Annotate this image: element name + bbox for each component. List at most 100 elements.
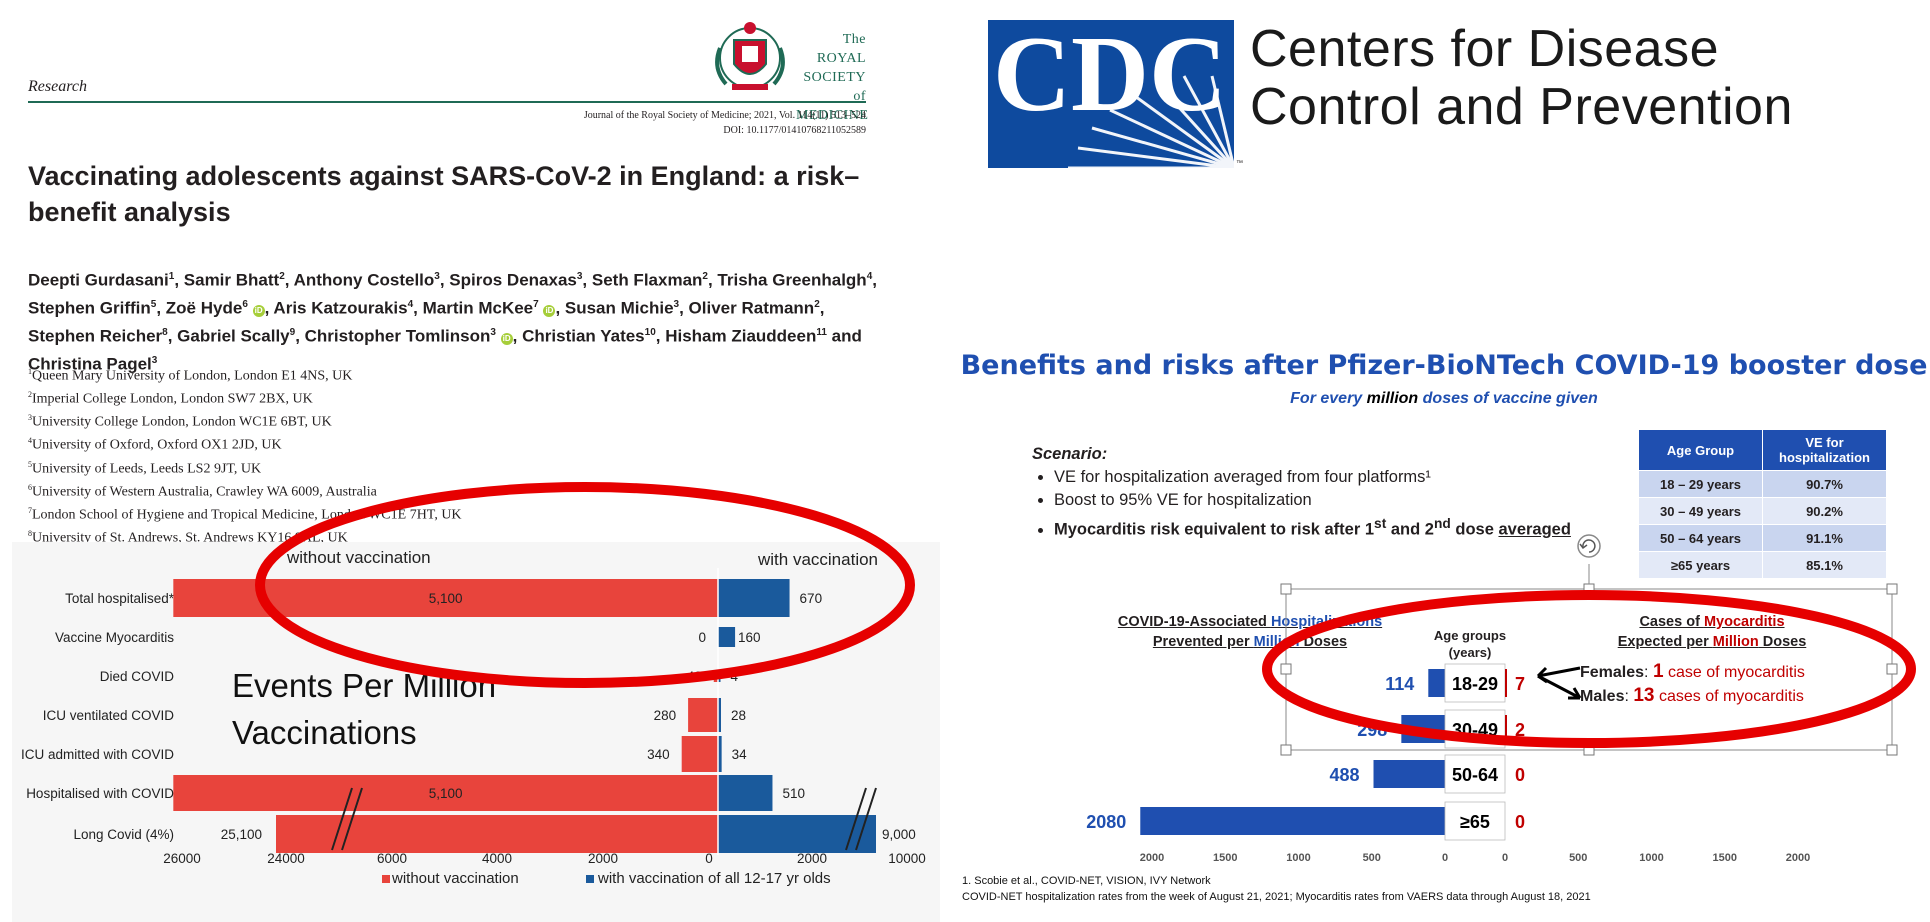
- data-label-without: 5,100: [429, 786, 463, 801]
- myocarditis-value: 2: [1515, 720, 1525, 740]
- data-label-with: 670: [800, 591, 823, 606]
- affiliation-number: 3: [28, 413, 32, 423]
- paper-panel: The ROYAL SOCIETY of MEDICINE Research J…: [0, 0, 940, 922]
- category-label: Died COVID: [100, 669, 175, 684]
- axis-break-mark: [845, 787, 867, 851]
- ve-cell: 18 – 29 years: [1638, 470, 1763, 498]
- x-tick-label: 6000: [377, 851, 407, 866]
- x-tick-label: 1000: [1639, 852, 1663, 864]
- overlay-title-line: Vaccinations: [232, 714, 417, 751]
- selection-box[interactable]: [1280, 530, 1900, 760]
- x-tick-label: 1500: [1213, 852, 1237, 864]
- age-group-cell: [1444, 801, 1506, 841]
- myocarditis-note: Females: 1 case of myocarditis Males: 13…: [1580, 660, 1805, 708]
- x-tick-label: 2000: [1140, 852, 1164, 864]
- rotate-handle-icon[interactable]: [1577, 534, 1601, 558]
- scenario-bullet: VE for hospitalization averaged from fou…: [1054, 466, 1592, 489]
- subtitle-pre: For every: [1290, 390, 1367, 407]
- bar-with-vaccination: [718, 627, 736, 647]
- data-label-with: 510: [782, 786, 805, 801]
- hospitalizations-value: 488: [1329, 765, 1359, 785]
- paper-title: Vaccinating adolescents against SARS-CoV…: [28, 161, 860, 227]
- doi: DOI: 10.1177/01410768211052589: [723, 125, 866, 136]
- affiliation-line: 3University College London, London WC1E …: [28, 409, 728, 432]
- age-groups-line: Age groups: [1433, 628, 1507, 643]
- x-tick-label: 2000: [588, 851, 618, 866]
- ve-cell: ≥65 years: [1638, 551, 1763, 579]
- footnote-2: COVID-NET hospitalization rates from the…: [962, 891, 1591, 903]
- ve-table-header: Age Group VE for hospitalization: [1638, 429, 1887, 471]
- data-label-with: 9,000: [882, 827, 916, 842]
- cdc-logo: CDC: [988, 20, 1234, 170]
- hospitalizations-value: 2080: [1086, 812, 1126, 832]
- data-label-with: 28: [731, 708, 746, 723]
- x-tick-label: 500: [1363, 852, 1381, 864]
- hospitalizations-value: 114: [1385, 674, 1414, 694]
- category-label: Long Covid (4%): [73, 827, 174, 842]
- x-tick-label: 0: [705, 851, 713, 866]
- rsm-crest-icon: [715, 22, 785, 90]
- bar-with-vaccination: [718, 698, 721, 732]
- journal-name-line: SOCIETY of: [803, 70, 866, 104]
- table-row: 50 – 64 years 91.1%: [1638, 524, 1887, 552]
- bar-hospitalizations-prevented: [1428, 669, 1445, 697]
- bar-with-vaccination: [718, 736, 722, 772]
- affiliation-number: 4: [28, 436, 32, 446]
- data-label-without: 5,100: [429, 591, 463, 606]
- table-row: 18 – 29 years 90.7%: [1638, 470, 1887, 498]
- scenario-label: Scenario:: [1032, 445, 1108, 463]
- x-tick-label: 0: [1442, 852, 1448, 864]
- age-groups-heading: Age groups (years): [1420, 627, 1520, 661]
- myocarditis-value: 0: [1515, 812, 1525, 832]
- header-rule: [28, 101, 866, 103]
- axis-break-mark: [331, 787, 353, 851]
- journal-name: The ROYAL SOCIETY of MEDICINE: [796, 30, 868, 125]
- section-label: Research: [28, 78, 87, 95]
- bar-hospitalizations-prevented: [1140, 807, 1445, 835]
- category-label: Total hospitalised*: [65, 591, 175, 606]
- bar-with-vaccination: [718, 579, 790, 617]
- axis-break-mark: [341, 787, 363, 851]
- bar-without-vaccination: [688, 698, 718, 732]
- category-label: ICU ventilated COVID: [43, 708, 175, 723]
- table-row: 30 – 49 years 90.2%: [1638, 497, 1887, 525]
- age-group-label: ≥65: [1460, 812, 1490, 832]
- affiliation-text: University of Oxford, Oxford OX1 2JD, UK: [32, 438, 282, 454]
- x-tick-label: 500: [1569, 852, 1587, 864]
- x-tick-label: 10000: [888, 851, 926, 866]
- data-label-without: 340: [647, 747, 670, 762]
- affiliation-text: Imperial College London, London SW7 2BX,…: [32, 391, 313, 407]
- cdc-logo-text: CDC: [993, 20, 1227, 134]
- subtitle-bold: million: [1366, 390, 1419, 407]
- data-label-with: 34: [732, 747, 748, 762]
- myocarditis-value: 0: [1515, 765, 1525, 785]
- affiliation-number: 8: [28, 529, 32, 539]
- author-list: Deepti Gurdasani1, Samir Bhatt2, Anthony…: [28, 270, 877, 375]
- x-tick-label: 0: [1502, 852, 1508, 864]
- data-label-without: 280: [654, 708, 677, 723]
- x-tick-label: 26000: [163, 851, 201, 866]
- affiliation-line: 1Queen Mary University of London, London…: [28, 363, 728, 386]
- age-group-label: 50-64: [1452, 765, 1498, 785]
- footnote-1: 1. Scobie et al., COVID-NET, VISION, IVY…: [962, 875, 1211, 887]
- age-group-cell: [1444, 663, 1506, 703]
- myocarditis-value: 7: [1515, 674, 1525, 694]
- age-group-cell: [1444, 754, 1506, 794]
- ve-cell: 50 – 64 years: [1638, 524, 1763, 552]
- x-tick-label: 4000: [482, 851, 512, 866]
- scenario-block: Scenario: VE for hospitalization average…: [1032, 443, 1592, 542]
- bar-without-vaccination: [173, 775, 718, 811]
- subtitle-post: doses of vaccine given: [1418, 390, 1598, 407]
- ve-cell: 90.7%: [1762, 470, 1887, 498]
- bar-with-vaccination: [718, 815, 876, 853]
- bar-without-vaccination: [681, 736, 718, 772]
- trademark: ™: [1236, 160, 1243, 167]
- affiliation-line: 6University of Western Australia, Crawle…: [28, 479, 728, 502]
- legend-label: without vaccination: [391, 870, 519, 887]
- affiliation-text: University of Western Australia, Crawley…: [32, 484, 377, 500]
- arrow-icon: [1536, 666, 1582, 700]
- data-label-with: 160: [738, 630, 761, 645]
- table-row: ≥65 years 85.1%: [1638, 551, 1887, 579]
- ve-cell: 90.2%: [1762, 497, 1887, 525]
